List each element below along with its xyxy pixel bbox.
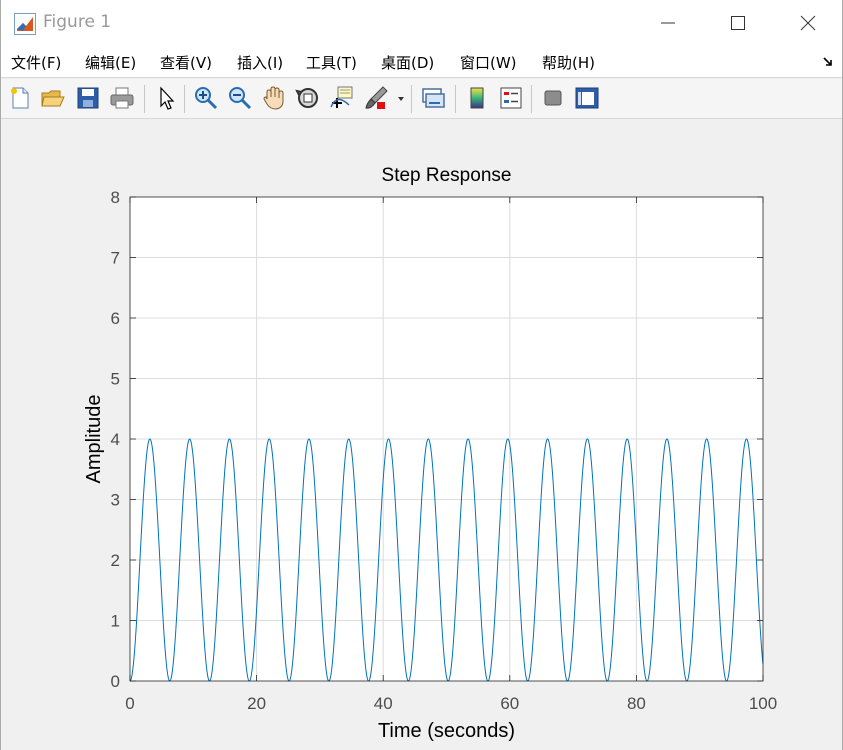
close-button[interactable] xyxy=(773,0,843,46)
toolbar-separator xyxy=(531,85,532,113)
step-response-plot[interactable]: 0 20 40 60 80 100 0 1 2 3 4 5 6 7 8 Step Response Time (… xyxy=(1,119,842,750)
menu-window[interactable]: 窗口(W) xyxy=(460,54,517,72)
toolbar-separator xyxy=(184,85,185,113)
zoom-out-icon[interactable] xyxy=(227,85,253,111)
chart-title: Step Response xyxy=(382,165,512,186)
x-tick-label: 100 xyxy=(749,694,777,713)
figure-canvas[interactable]: 0 20 40 60 80 100 0 1 2 3 4 5 6 7 8 Step Response Time (… xyxy=(1,119,842,750)
x-tick-label: 20 xyxy=(247,694,266,713)
menu-help[interactable]: 帮助(H) xyxy=(542,54,595,72)
y-tick-label: 3 xyxy=(111,491,120,510)
minimize-icon xyxy=(661,22,675,24)
matlab-logo-icon xyxy=(14,13,36,35)
series-line-0 xyxy=(129,438,764,682)
menu-file[interactable]: 文件(F) xyxy=(11,54,62,72)
window-title: Figure 1 xyxy=(43,12,112,32)
y-tick-label: 7 xyxy=(111,249,120,268)
new-figure-icon[interactable] xyxy=(7,85,33,111)
close-icon xyxy=(800,15,816,31)
chevron-down-icon[interactable] xyxy=(397,96,405,102)
edit-plot-arrow-icon[interactable] xyxy=(153,85,179,111)
y-tick-label: 2 xyxy=(111,551,120,570)
open-file-icon[interactable] xyxy=(40,85,66,111)
y-tick-label: 5 xyxy=(111,370,120,389)
print-icon[interactable] xyxy=(109,85,135,111)
minimize-button[interactable] xyxy=(633,0,703,46)
menu-insert[interactable]: 插入(I) xyxy=(237,54,284,72)
link-plot-icon[interactable] xyxy=(420,85,446,111)
x-tick-label: 60 xyxy=(500,694,519,713)
figure-toolbar xyxy=(1,79,842,119)
toolbar-separator xyxy=(144,85,145,113)
show-plot-tools-icon[interactable] xyxy=(574,85,600,111)
zoom-in-icon[interactable] xyxy=(193,85,219,111)
menu-view[interactable]: 查看(V) xyxy=(160,54,212,72)
x-tick-label: 40 xyxy=(374,694,393,713)
insert-legend-icon[interactable] xyxy=(498,85,524,111)
data-cursor-icon[interactable] xyxy=(329,85,355,111)
toolbar-separator xyxy=(411,85,412,113)
y-tick-label: 8 xyxy=(111,188,120,207)
y-tick-label: 1 xyxy=(111,612,120,631)
y-tick-label: 6 xyxy=(111,309,120,328)
y-tick-label: 4 xyxy=(111,430,120,449)
maximize-icon xyxy=(731,16,745,30)
pan-hand-icon[interactable] xyxy=(261,85,287,111)
hide-plot-tools-icon[interactable] xyxy=(540,85,566,111)
menu-tools[interactable]: 工具(T) xyxy=(306,54,357,72)
brush-icon[interactable] xyxy=(363,85,389,111)
dock-arrow-icon[interactable] xyxy=(822,56,834,68)
y-tick-label: 0 xyxy=(111,672,120,691)
menu-desktop[interactable]: 桌面(D) xyxy=(381,54,435,72)
insert-colorbar-icon[interactable] xyxy=(464,85,490,111)
title-bar[interactable]: Figure 1 xyxy=(1,0,842,46)
x-tick-label: 80 xyxy=(627,694,646,713)
x-tick-label: 0 xyxy=(125,694,134,713)
rotate-3d-icon[interactable] xyxy=(295,85,321,111)
x-axis-label: Time (seconds) xyxy=(378,720,515,742)
y-axis-label: Amplitude xyxy=(83,395,105,484)
menu-edit[interactable]: 编辑(E) xyxy=(85,54,137,72)
toolbar-separator xyxy=(455,85,456,113)
menu-bar: 文件(F) 编辑(E) 查看(V) 插入(I) 工具(T) 桌面(D) 窗口(W… xyxy=(1,46,842,78)
save-icon[interactable] xyxy=(75,85,101,111)
maximize-button[interactable] xyxy=(703,0,773,46)
